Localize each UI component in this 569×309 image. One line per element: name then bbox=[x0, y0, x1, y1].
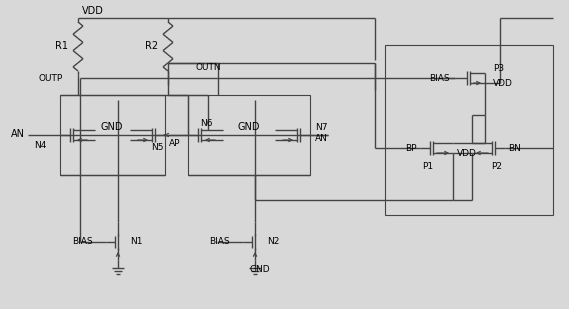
Text: VDD: VDD bbox=[493, 78, 513, 87]
Text: GND: GND bbox=[101, 122, 123, 132]
Text: GND: GND bbox=[238, 122, 260, 132]
Text: BIAS: BIAS bbox=[72, 238, 93, 247]
Text: N2: N2 bbox=[267, 238, 279, 247]
Text: P3: P3 bbox=[493, 64, 504, 73]
Text: VDD: VDD bbox=[82, 6, 104, 16]
Text: N4: N4 bbox=[34, 141, 46, 150]
Text: OUTP: OUTP bbox=[39, 74, 63, 83]
Text: OUTN: OUTN bbox=[196, 62, 221, 71]
Text: AN: AN bbox=[315, 133, 328, 142]
Text: R1: R1 bbox=[55, 41, 68, 51]
Text: AP: AP bbox=[169, 138, 181, 147]
Text: GND: GND bbox=[250, 265, 270, 274]
Bar bbox=[60, 95, 165, 175]
Text: N7: N7 bbox=[315, 122, 328, 132]
Text: BIAS: BIAS bbox=[209, 238, 230, 247]
Text: N6: N6 bbox=[200, 118, 212, 128]
Text: BP: BP bbox=[406, 143, 417, 153]
Text: P1: P1 bbox=[422, 162, 434, 171]
Bar bbox=[385, 45, 553, 215]
Text: N5: N5 bbox=[151, 142, 163, 151]
Text: BIAS: BIAS bbox=[430, 74, 450, 83]
Bar bbox=[188, 95, 310, 175]
Text: BN: BN bbox=[508, 143, 521, 153]
Text: P2: P2 bbox=[492, 162, 502, 171]
Text: N1: N1 bbox=[130, 238, 142, 247]
Text: AN: AN bbox=[11, 129, 25, 139]
Text: VDD: VDD bbox=[457, 149, 477, 158]
Text: R2: R2 bbox=[145, 41, 158, 51]
